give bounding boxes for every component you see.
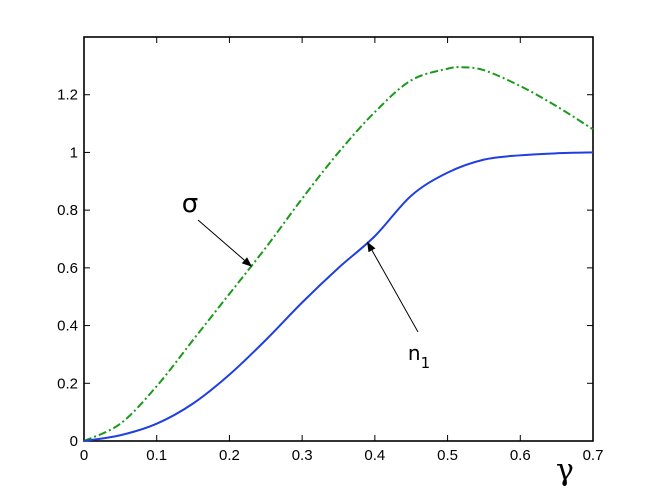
y-tick-label: 0.2 [57,375,78,392]
x-tick-label: 0.3 [292,447,313,464]
y-tick-label: 0.6 [57,260,78,277]
y-tick-label: 0.4 [57,318,78,335]
y-tick-label: 0 [70,433,78,450]
x-tick-label: 0.5 [437,447,458,464]
annotations: σ n1 [182,189,430,372]
x-axis-label: γ [556,453,574,488]
axes: 0 0.1 0.2 0.3 0.4 0.5 0.6 0.7 0 0.2 0.4 0.6 0.8 1 1.2 [57,36,604,464]
annotation-label-text: σ [182,189,198,219]
x-tick-label: 0.7 [583,447,604,464]
n1-annotation-arrow [367,241,419,333]
y-tick-label: 1 [70,144,78,161]
x-tick-label: 0.4 [364,447,385,464]
x-tick-label: 0.6 [510,447,531,464]
y-tick-label: 1.2 [57,87,78,104]
n1-series-line [83,151,594,442]
plot-frame [83,36,594,442]
annotation-subscript: 1 [421,354,431,372]
x-tick-label: 0 [80,447,88,464]
x-tick-label: 0.1 [146,447,167,464]
y-tick-label: 0.8 [57,202,78,219]
x-tick-label: 0.2 [219,447,240,464]
series-lines [83,66,594,442]
sigma-annotation-arrow [197,219,252,267]
sigma-annotation-label: σ [182,189,198,219]
annotation-label-text: n [408,341,421,365]
n1-annotation-label: n1 [408,341,430,372]
sigma-series-line [83,66,594,442]
